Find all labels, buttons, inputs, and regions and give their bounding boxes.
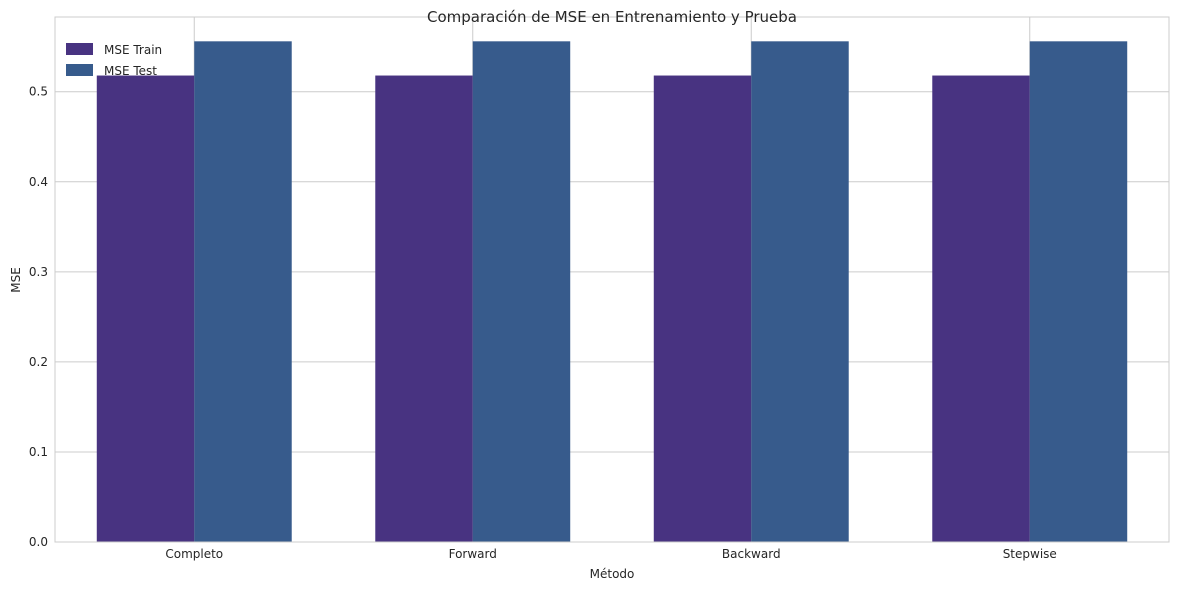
plot-frame (54, 16, 1170, 543)
x-tick-label: Backward (722, 547, 781, 561)
bar-mse-train-stepwise (932, 75, 1030, 542)
y-tick-label: 0.0 (29, 535, 48, 549)
legend-label-mse-train: MSE Train (104, 43, 162, 57)
y-tick-label: 0.2 (29, 355, 48, 369)
chart-title: Comparación de MSE en Entrenamiento y Pr… (427, 8, 797, 26)
y-axis-label: MSE (9, 267, 23, 293)
bar-mse-train-forward (375, 75, 473, 542)
y-tick-labels: 0.0 0.1 0.2 0.3 0.4 0.5 (29, 85, 48, 549)
x-tick-labels: Completo Forward Backward Stepwise (165, 547, 1056, 561)
x-axis-label: Método (590, 567, 635, 581)
y-tick-label: 0.3 (29, 265, 48, 279)
y-tick-label: 0.1 (29, 445, 48, 459)
bar-mse-train-completo (96, 75, 195, 542)
y-tick-label: 0.4 (29, 175, 48, 189)
y-tick-label: 0.5 (29, 85, 48, 99)
bars-layer (96, 41, 1128, 542)
x-tick-label: Stepwise (1003, 547, 1057, 561)
legend-swatch-mse-train (66, 43, 93, 55)
bar-mse-test-stepwise (1029, 41, 1128, 542)
bar-mse-train-backward (653, 75, 752, 542)
x-tick-label: Forward (449, 547, 497, 561)
x-tick-label: Completo (165, 547, 223, 561)
legend: MSE Train MSE Test (66, 43, 162, 78)
bar-mse-test-completo (194, 41, 292, 542)
bar-mse-test-backward (751, 41, 849, 542)
legend-label-mse-test: MSE Test (104, 64, 157, 78)
bar-mse-test-forward (472, 41, 571, 542)
legend-swatch-mse-test (66, 64, 93, 76)
